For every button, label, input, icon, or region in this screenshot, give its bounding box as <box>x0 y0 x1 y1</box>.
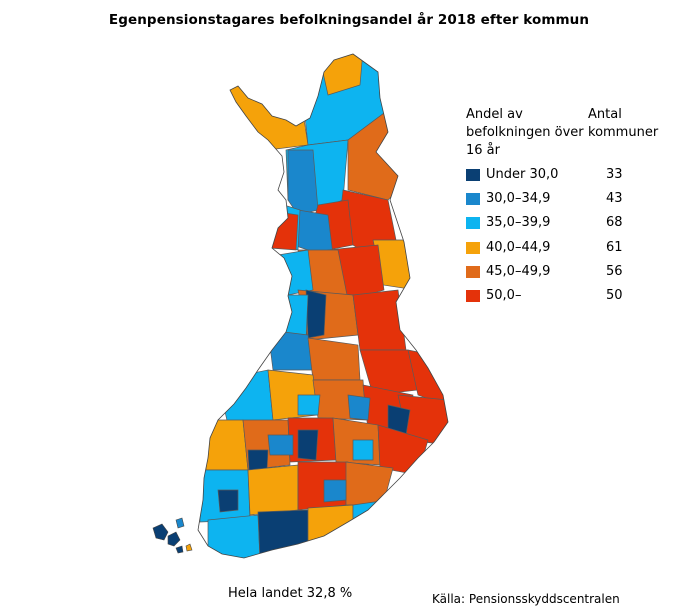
legend-heading-share: Andel av befolkningen över 16 år <box>466 107 584 158</box>
legend-swatch <box>466 290 480 302</box>
national-total: Hela landet 32,8 % <box>228 586 353 601</box>
legend-label: 50,0– <box>486 288 522 303</box>
legend-label: 30,0–34,9 <box>486 191 551 206</box>
legend-count: 68 <box>606 215 623 230</box>
legend-label: Under 30,0 <box>486 167 559 182</box>
legend-swatch <box>466 217 480 229</box>
map-title: Egenpensionstagares befolkningsandel år … <box>108 12 590 28</box>
legend-swatch <box>466 193 480 205</box>
legend-count: 61 <box>606 240 623 255</box>
legend-label: 35,0–39,9 <box>486 215 551 230</box>
legend-label: 40,0–44,9 <box>486 240 551 255</box>
legend-count: 33 <box>606 167 623 182</box>
legend-count: 50 <box>606 288 623 303</box>
finland-choropleth-map <box>152 53 449 559</box>
legend-count: 56 <box>606 264 623 279</box>
legend-swatch <box>466 242 480 254</box>
legend-swatch <box>466 169 480 181</box>
legend-heading-count: Antal kommuner <box>588 107 659 140</box>
legend-swatch <box>466 266 480 278</box>
legend-label: 45,0–49,9 <box>486 264 551 279</box>
legend-count: 43 <box>606 191 623 206</box>
source-note: Källa: Pensionsskyddscentralen <box>432 592 620 606</box>
